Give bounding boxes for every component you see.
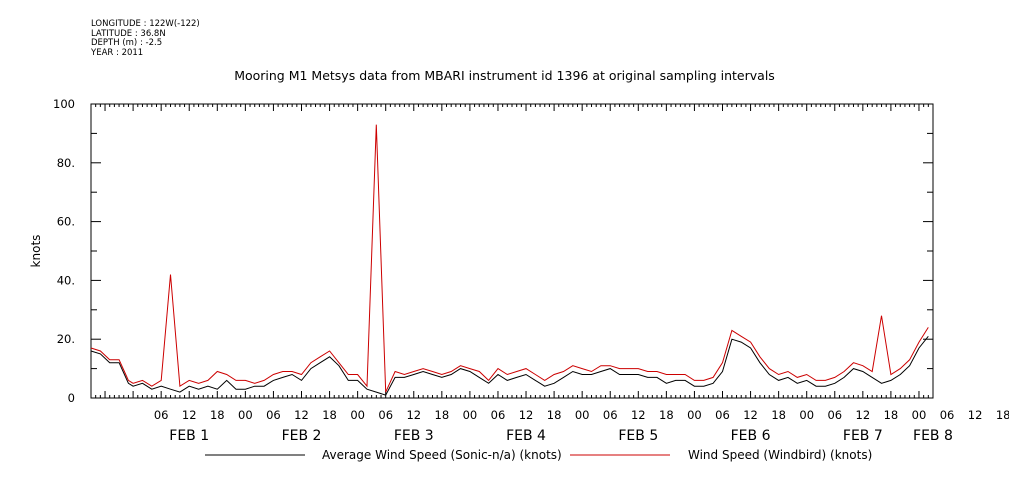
y-tick-label: 60. (57, 215, 75, 229)
x-tick-label: 06 (603, 408, 618, 422)
legend-label-2: Wind Speed (Windbird) (knots) (688, 448, 872, 462)
x-tick-label: 12 (294, 408, 309, 422)
x-tick-label: 12 (968, 408, 983, 422)
legend-label-1: Average Wind Speed (Sonic-n/a) (knots) (322, 448, 562, 462)
x-tick-label: 00 (912, 408, 927, 422)
x-tick-label: 00 (350, 408, 365, 422)
x-tick-label: 12 (631, 408, 646, 422)
y-tick-label: 80. (57, 156, 75, 170)
y-tick-label: 0 (68, 391, 75, 405)
x-tick-label: 18 (659, 408, 674, 422)
meta-longitude: LONGITUDE : 122W(-122) (91, 19, 200, 29)
x-tick-label: 00 (687, 408, 702, 422)
meta-depth: DEPTH (m) : -2.5 (91, 38, 163, 48)
x-tick-label: 12 (406, 408, 421, 422)
plot-frame (90, 103, 934, 399)
meta-latitude: LATITUDE : 36.8N (91, 28, 166, 39)
x-tick-label: 06 (827, 408, 842, 422)
x-tick-label: 12 (182, 408, 197, 422)
meta-year: YEAR : 2011 (91, 47, 144, 58)
x-tick-label: 06 (715, 408, 730, 422)
x-tick-label: 00 (799, 408, 814, 422)
x-day-label: FEB 8 (913, 428, 953, 444)
x-day-label: FEB 1 (169, 428, 209, 444)
y-axis-label: knots (29, 235, 43, 268)
y-tick-label: 20. (57, 332, 75, 346)
series-line-2 (90, 124, 929, 393)
x-tick-label: 18 (771, 408, 786, 422)
x-tick-label: 06 (940, 408, 955, 422)
x-tick-label: 00 (575, 408, 590, 422)
x-tick-label: 18 (210, 408, 225, 422)
metadata-block: LONGITUDE : 122W(-122) LATITUDE : 36.8N … (91, 19, 200, 58)
x-tick-label: 06 (491, 408, 506, 422)
x-tick-label: 00 (238, 408, 253, 422)
chart-title: Mooring M1 Metsys data from MBARI instru… (234, 68, 775, 83)
x-day-label: FEB 7 (843, 428, 883, 444)
x-tick-label: 12 (519, 408, 534, 422)
x-day-label: FEB 5 (618, 428, 658, 444)
x-tick-label: 18 (547, 408, 562, 422)
x-tick-label: 06 (154, 408, 169, 422)
x-tick-label: 06 (266, 408, 281, 422)
x-tick-label: 18 (322, 408, 337, 422)
x-tick-label: 18 (435, 408, 450, 422)
x-tick-label: 18 (996, 408, 1009, 422)
x-day-label: FEB 4 (506, 428, 546, 444)
x-day-label: FEB 6 (731, 428, 771, 444)
y-tick-label: 40. (57, 273, 75, 287)
x-tick-label: 06 (378, 408, 393, 422)
x-day-label: FEB 2 (282, 428, 322, 444)
x-tick-label: 12 (743, 408, 758, 422)
x-tick-label: 18 (884, 408, 899, 422)
x-tick-label: 00 (463, 408, 478, 422)
x-day-label: FEB 3 (394, 428, 434, 444)
series-line-1 (90, 335, 929, 396)
x-tick-label: 12 (856, 408, 871, 422)
y-tick-label: 100 (53, 97, 75, 111)
